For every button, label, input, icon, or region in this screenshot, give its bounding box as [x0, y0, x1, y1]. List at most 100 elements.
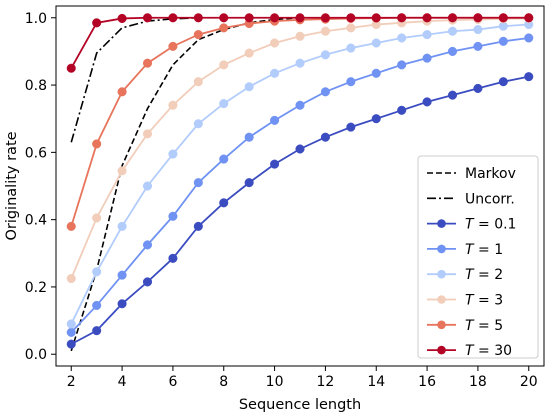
- data-point: [346, 13, 356, 23]
- data-point: [371, 13, 381, 23]
- data-point: [117, 166, 127, 176]
- data-point: [219, 13, 229, 23]
- data-point: [117, 299, 127, 309]
- legend-item: Markov: [427, 166, 516, 182]
- y-tick-label: 1.0: [25, 11, 47, 27]
- plot-frame: [55, 5, 545, 367]
- data-point: [66, 221, 76, 231]
- data-point: [295, 13, 305, 23]
- legend: Markov Uncorr. T = 0.1 T = 1 T = 2 T = 3 T = 5…: [417, 155, 539, 359]
- data-point: [295, 58, 305, 68]
- data-point: [447, 46, 458, 56]
- data-point: [346, 77, 356, 87]
- legend-label: Markov: [465, 166, 516, 182]
- data-point: [117, 13, 127, 24]
- data-point: [473, 83, 483, 93]
- data-point: [66, 327, 76, 337]
- data-point: [142, 13, 153, 23]
- legend-marker-swatch: [437, 320, 446, 330]
- data-point: [397, 105, 407, 115]
- data-point: [397, 60, 407, 70]
- legend-label: T = 30: [465, 343, 512, 359]
- data-point: [397, 33, 407, 43]
- data-point: [92, 326, 102, 336]
- data-point: [346, 43, 356, 53]
- x-tick-label: 6: [168, 374, 177, 390]
- data-point: [320, 13, 330, 23]
- legend-label: Uncorr.: [465, 191, 515, 207]
- data-point: [66, 273, 76, 284]
- data-point: [270, 159, 280, 169]
- legend-label: T = 0.1: [465, 217, 516, 233]
- plot-area: [66, 13, 534, 352]
- series-t-1: [66, 33, 534, 337]
- data-point: [295, 144, 305, 154]
- data-point: [168, 13, 178, 23]
- legend-item: T = 1: [427, 242, 503, 258]
- reference-line-uncorr: [70, 16, 199, 143]
- data-point: [193, 30, 203, 40]
- data-point: [193, 77, 203, 87]
- data-point: [142, 240, 153, 250]
- x-tick-label: 14: [367, 374, 385, 390]
- legend-item: Uncorr.: [427, 191, 515, 207]
- data-point: [422, 13, 432, 23]
- data-point: [219, 99, 229, 109]
- legend-item: T = 30: [427, 343, 512, 359]
- x-tick-label: 8: [219, 374, 228, 390]
- data-point: [66, 339, 76, 349]
- data-point: [193, 13, 203, 23]
- data-point: [193, 119, 203, 129]
- data-point: [92, 213, 102, 223]
- x-tick-label: 10: [266, 374, 284, 390]
- data-point: [422, 53, 432, 63]
- data-point: [117, 221, 127, 231]
- data-point: [320, 26, 330, 36]
- series-t-30: [66, 13, 534, 73]
- x-tick-label: 2: [67, 374, 76, 390]
- x-tick-label: 18: [469, 374, 487, 390]
- data-point: [524, 72, 534, 82]
- legend-item: T = 2: [427, 267, 503, 283]
- data-point: [295, 31, 305, 41]
- data-point: [524, 13, 534, 23]
- data-point: [92, 139, 102, 149]
- legend-box: [417, 155, 539, 359]
- data-point: [92, 300, 102, 310]
- data-point: [66, 319, 76, 329]
- data-point: [270, 115, 280, 125]
- data-point: [371, 38, 381, 48]
- data-point: [422, 97, 432, 107]
- data-point: [92, 18, 102, 28]
- data-point: [397, 13, 407, 23]
- y-axis: 0.0 0.2 0.4 0.6 0.8 1.0: [25, 11, 56, 363]
- data-point: [244, 178, 254, 188]
- data-point: [473, 25, 483, 35]
- data-point: [371, 114, 381, 124]
- x-tick-label: 20: [520, 374, 538, 390]
- legend-marker-swatch: [437, 219, 446, 228]
- legend-label: T = 1: [465, 242, 503, 258]
- data-point: [142, 277, 153, 287]
- data-point: [447, 13, 458, 23]
- data-point: [244, 13, 254, 23]
- x-axis: 2 4 6 8 10 12 14 16 18 20: [67, 366, 538, 390]
- data-point: [447, 26, 458, 36]
- x-axis-label: Sequence length: [239, 397, 361, 413]
- legend-marker-swatch: [437, 244, 446, 254]
- data-point: [346, 23, 356, 33]
- data-point: [244, 132, 254, 142]
- data-point: [371, 68, 381, 78]
- x-tick-label: 16: [418, 374, 436, 390]
- data-point: [117, 270, 127, 280]
- x-tick-label: 4: [118, 374, 127, 390]
- data-point: [92, 267, 102, 277]
- series-t-2: [66, 19, 534, 329]
- data-point: [168, 253, 178, 263]
- data-point: [524, 33, 534, 43]
- reference-line-markov: [70, 16, 301, 352]
- data-point: [244, 48, 254, 58]
- data-point: [320, 50, 330, 60]
